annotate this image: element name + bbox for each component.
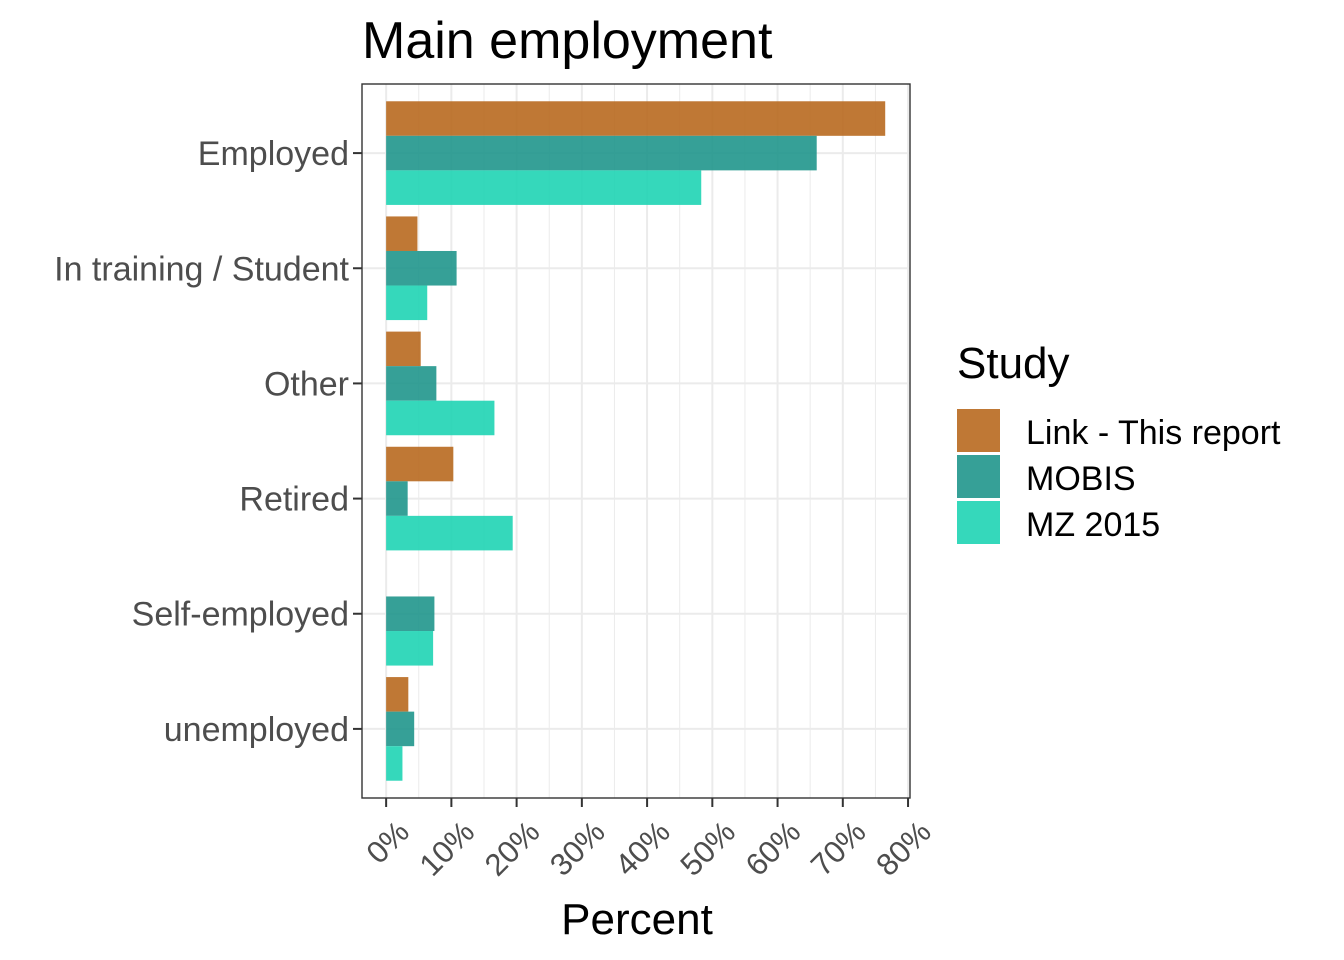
bar-mz-2015-in-training-student — [386, 285, 428, 321]
x-tick-label: 70% — [804, 814, 873, 883]
y-tick-label: In training / Student — [54, 250, 349, 288]
bar-link-this-report-other — [386, 331, 421, 367]
y-tick-label: Employed — [198, 135, 349, 173]
x-tick-label: 10% — [413, 814, 482, 883]
x-axis-title: Percent — [561, 895, 713, 944]
legend-key-link-this-report — [957, 409, 1000, 452]
x-tick-label: 50% — [673, 814, 742, 883]
bar-mobis-retired — [386, 481, 408, 516]
bar-mz-2015-other — [386, 400, 495, 436]
chart-title: Main employment — [362, 12, 773, 70]
bar-mobis-employed — [386, 135, 817, 171]
legend-label: Link - This report — [1026, 414, 1281, 452]
bar-mz-2015-self-employed — [386, 631, 434, 666]
bar-link-this-report-unemployed — [386, 677, 409, 712]
legend: Study Link - This report MOBIS MZ 2015 — [957, 339, 1281, 544]
y-tick-label: Retired — [239, 481, 349, 519]
bar-mobis-in-training-student — [386, 250, 457, 286]
legend-key-mobis — [957, 455, 1000, 498]
x-tick-label: 80% — [869, 814, 938, 883]
panel-border — [361, 83, 911, 799]
bar-link-this-report-employed — [386, 101, 886, 136]
bar-mz-2015-retired — [386, 515, 513, 551]
x-tick-label: 30% — [543, 814, 612, 883]
x-tick-label: 40% — [608, 814, 677, 883]
x-tick-label: 20% — [478, 814, 547, 883]
bar-mobis-unemployed — [386, 711, 415, 747]
bar-link-this-report-retired — [386, 446, 454, 482]
x-tick-label: 60% — [739, 814, 808, 883]
bar-link-this-report-in-training-student — [386, 216, 418, 251]
bar-mz-2015-employed — [386, 170, 702, 205]
x-tick-label: 0% — [359, 814, 415, 870]
bar-mobis-other — [386, 366, 437, 401]
legend-label: MOBIS — [1026, 460, 1136, 498]
plot-area: Employed In training / Student Other Retire… — [54, 83, 938, 883]
legend-label: MZ 2015 — [1026, 506, 1160, 544]
bar-mz-2015-unemployed — [386, 746, 403, 781]
y-tick-label: Other — [264, 365, 349, 403]
legend-title: Study — [957, 339, 1070, 388]
y-tick-label: unemployed — [164, 711, 349, 749]
bar-mobis-self-employed — [386, 596, 435, 632]
legend-key-mz-2015 — [957, 501, 1000, 544]
y-tick-label: Self-employed — [132, 596, 349, 634]
